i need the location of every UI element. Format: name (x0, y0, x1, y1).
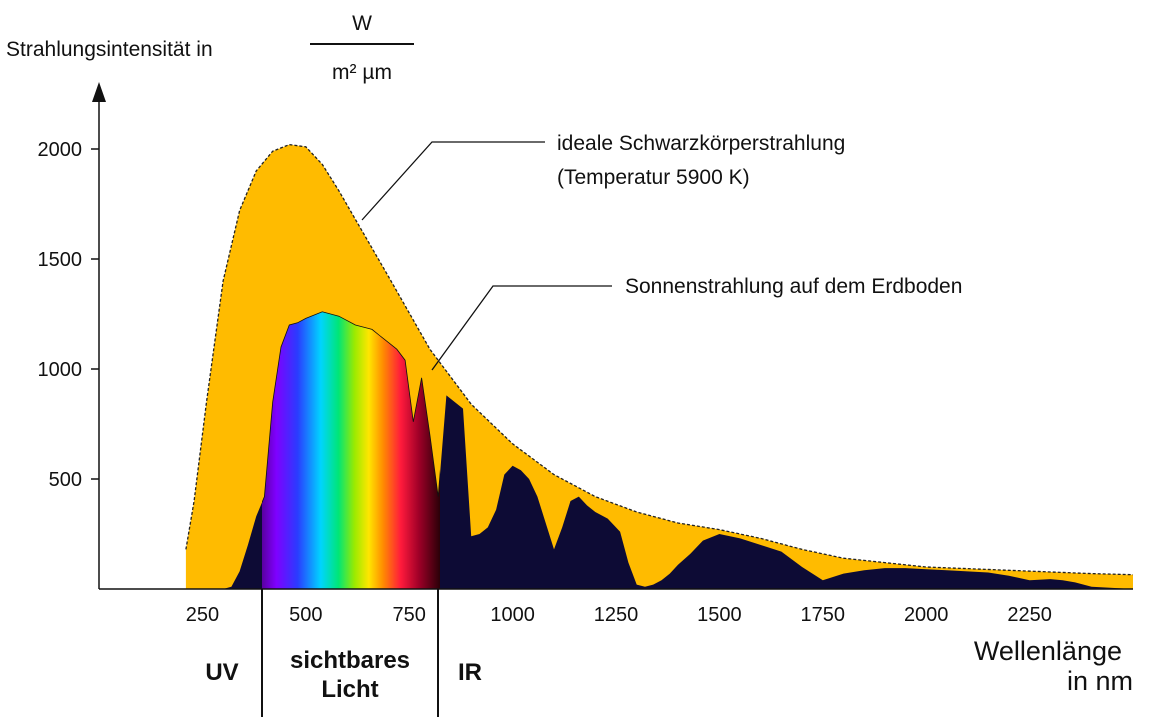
y-tick-group: 500 1000 1500 2000 (38, 139, 99, 491)
y-unit-denominator: m² µm (332, 61, 392, 84)
y-axis-arrow (92, 82, 106, 102)
x-tick-label-7: 2000 (904, 604, 949, 626)
y-tick-label-2: 1500 (38, 249, 83, 271)
x-tick-label-4: 1250 (594, 604, 639, 626)
y-tick-label-0: 500 (49, 469, 82, 491)
ground-annotation: Sonnenstrahlung auf dem Erdboden (625, 275, 962, 298)
series-ground-area (223, 311, 1134, 589)
series-blackbody-outline (185, 143, 1134, 576)
x-tick-group: 250 500 750 1000 1250 1500 1750 2000 2250 (186, 604, 1052, 626)
x-axis-label-line1: Wellenlänge (974, 636, 1122, 666)
x-tick-label-3: 1000 (490, 604, 535, 626)
blackbody-leader-line (361, 141, 545, 221)
y-axis-label: Strahlungsintensität in (6, 38, 213, 61)
region-label-visible-line2: Licht (321, 676, 378, 703)
series-ground-outline (262, 311, 440, 504)
x-axis-label-line2: in nm (1067, 666, 1133, 696)
x-tick-label-8: 2250 (1007, 604, 1052, 626)
x-tick-label-1: 500 (289, 604, 322, 626)
blackbody-annotation-line2: (Temperatur 5900 K) (557, 166, 750, 189)
ground-leader-line (431, 285, 612, 371)
plot-layer (185, 143, 1134, 589)
x-tick-label-0: 250 (186, 604, 219, 626)
region-label-visible-line1: sichtbares (290, 647, 410, 674)
series-ground-visible-spectrum (262, 311, 440, 589)
y-unit-numerator: W (352, 12, 372, 35)
x-tick-label-5: 1500 (697, 604, 742, 626)
blackbody-annotation-line1: ideale Schwarzkörperstrahlung (557, 132, 845, 155)
x-tick-label-6: 1750 (801, 604, 846, 626)
region-label-uv: UV (205, 659, 238, 686)
region-label-ir: IR (458, 659, 482, 686)
y-tick-label-1: 1000 (38, 359, 83, 381)
x-tick-label-2: 750 (393, 604, 426, 626)
y-tick-label-3: 2000 (38, 139, 83, 161)
